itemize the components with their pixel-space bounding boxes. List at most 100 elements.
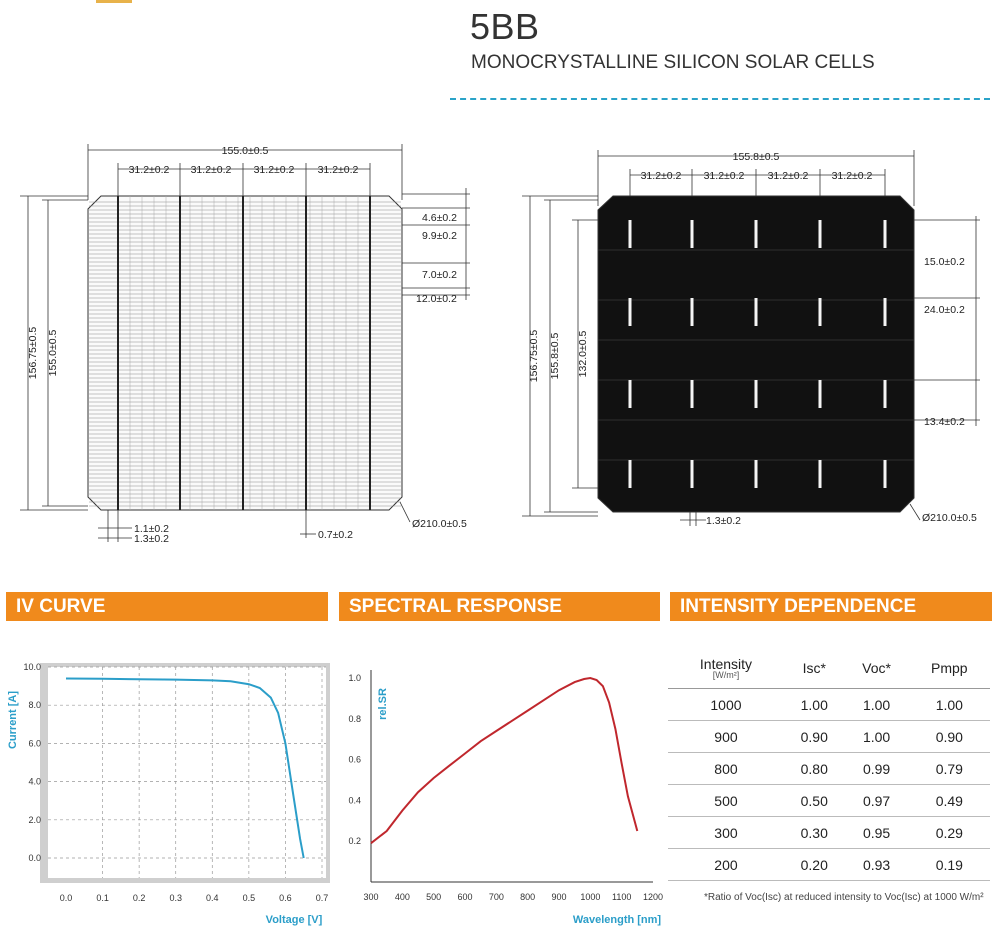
sr-ylabel: rel.SR <box>377 688 389 720</box>
solder-pad <box>754 298 758 326</box>
x-tick-label: 0.0 <box>60 893 73 903</box>
dim-bottom: 1.3±0.2 <box>706 515 741 527</box>
solder-pad <box>883 220 887 248</box>
table-cell: 0.20 <box>783 848 845 881</box>
table-header-pmpp: Pmpp <box>908 648 990 689</box>
solder-pad <box>883 460 887 488</box>
x-tick-label: 300 <box>363 892 378 902</box>
dim-bottom: 1.1±0.2 <box>134 523 169 535</box>
table-row: 500 0.50 0.97 0.49 <box>668 784 990 817</box>
solder-pad <box>754 380 758 408</box>
dim-right: 24.0±0.2 <box>924 304 965 316</box>
intensity-table: Intensity [W/m²] Isc* Voc* Pmpp 1000 1.00 1… <box>668 648 990 881</box>
dim-pitch: 31.2±0.2 <box>129 164 170 176</box>
table-cell: 0.95 <box>844 816 909 849</box>
table-cell: 0.30 <box>783 816 845 849</box>
dim-pitch: 31.2±0.2 <box>191 164 232 176</box>
section-intensity-dependence: INTENSITY DEPENDENCE <box>670 592 992 621</box>
iv-xlabel: Voltage [V] <box>266 914 323 926</box>
solder-pad <box>754 460 758 488</box>
solder-pad <box>690 460 694 488</box>
solder-pad <box>690 298 694 326</box>
x-tick-label: 0.4 <box>206 893 219 903</box>
solder-pad <box>754 220 758 248</box>
table-cell: 1.00 <box>844 688 909 721</box>
dim-bottom: 0.7±0.2 <box>318 529 353 541</box>
table-row: 900 0.90 1.00 0.90 <box>668 720 990 753</box>
dim-diameter: Ø210.0±0.5 <box>412 518 467 530</box>
solder-pad <box>818 220 822 248</box>
dim-inner-height: 155.8±0.5 <box>549 333 561 380</box>
x-tick-label: 0.1 <box>96 893 109 903</box>
y-tick-label: 0.4 <box>348 795 361 805</box>
table-cell: 800 <box>668 752 784 785</box>
x-tick-label: 700 <box>489 892 504 902</box>
x-tick-label: 1100 <box>612 892 631 902</box>
dim-bottom: 1.3±0.2 <box>134 533 169 545</box>
dim-outer-height: 156.75±0.5 <box>528 330 540 383</box>
table-cell: 0.29 <box>908 816 990 849</box>
x-tick-label: 900 <box>551 892 566 902</box>
x-tick-label: 0.6 <box>279 893 292 903</box>
front-side-drawing: 155.0±0.5 31.2±0.2 31.2±0.2 31.2±0.2 31.… <box>20 144 470 545</box>
solder-pad <box>690 380 694 408</box>
sr-xlabel: Wavelength [nm] <box>573 914 662 926</box>
iv-curve-line <box>65 677 305 859</box>
table-row: 200 0.20 0.93 0.19 <box>668 848 990 881</box>
table-cell: 1.00 <box>908 688 990 721</box>
spectral-response-line <box>370 676 639 844</box>
section-iv-curve: IV CURVE <box>6 592 328 621</box>
header-divider <box>450 98 990 100</box>
solder-pad <box>818 380 822 408</box>
x-tick-label: 0.2 <box>133 893 146 903</box>
dim-pitch: 31.2±0.2 <box>704 170 745 182</box>
header-label: Intensity <box>699 656 753 672</box>
y-tick-label: 0.8 <box>348 714 361 724</box>
dim-pad-span: 132.0±0.5 <box>577 331 589 378</box>
table-cell: 0.79 <box>908 752 990 785</box>
y-tick-label: 2.0 <box>28 815 41 825</box>
x-tick-label: 400 <box>395 892 410 902</box>
table-cell: 0.19 <box>908 848 990 881</box>
y-tick-label: 10.0 <box>23 662 41 672</box>
x-tick-label: 0.7 <box>316 893 329 903</box>
solder-pad <box>628 298 632 326</box>
top-accent-bar <box>96 0 132 3</box>
table-row: 300 0.30 0.95 0.29 <box>668 816 990 849</box>
dim-right: 4.6±0.2 <box>422 212 457 224</box>
section-spectral-response: SPECTRAL RESPONSE <box>339 592 660 621</box>
solder-pad <box>883 380 887 408</box>
y-tick-label: 6.0 <box>28 738 41 748</box>
y-tick-label: 4.0 <box>28 777 41 787</box>
page-subtitle: MONOCRYSTALLINE SILICON SOLAR CELLS <box>471 52 875 73</box>
y-tick-label: 0.6 <box>348 755 361 765</box>
y-tick-label: 8.0 <box>28 700 41 710</box>
dim-outer-height: 156.75±0.5 <box>27 327 39 380</box>
dim-pitch: 31.2±0.2 <box>318 164 359 176</box>
table-cell: 0.80 <box>783 752 845 785</box>
table-cell: 1.00 <box>783 688 845 721</box>
solder-pad <box>883 298 887 326</box>
solder-pad <box>818 460 822 488</box>
y-tick-label: 0.0 <box>28 853 41 863</box>
dim-pitch: 31.2±0.2 <box>254 164 295 176</box>
table-footnote: *Ratio of Voc(Isc) at reduced intensity … <box>704 892 984 903</box>
table-cell: 0.90 <box>908 720 990 753</box>
iv-ylabel: Current [A] <box>7 691 19 749</box>
table-cell: 0.93 <box>844 848 909 881</box>
dim-right: 15.0±0.2 <box>924 256 965 268</box>
dim-right: 13.4±0.2 <box>924 416 965 428</box>
dim-inner-height: 155.0±0.5 <box>47 330 59 377</box>
x-tick-label: 1200 <box>643 892 663 902</box>
page-title: 5BB <box>470 6 540 47</box>
table-cell: 1.00 <box>844 720 909 753</box>
table-cell: 300 <box>668 816 784 849</box>
iv-curve-chart: 0.0 0.1 0.2 0.3 0.4 0.5 0.6 0.7 0.0 2.0 4.0 6.0 8.0 1… <box>7 662 330 926</box>
y-tick-label: 1.0 <box>348 673 361 683</box>
table-cell: 1000 <box>668 688 784 721</box>
dim-right: 12.0±0.2 <box>416 293 457 305</box>
x-tick-label: 800 <box>520 892 535 902</box>
solder-pad <box>818 298 822 326</box>
x-tick-label: 1000 <box>580 892 600 902</box>
table-row: 800 0.80 0.99 0.79 <box>668 752 990 785</box>
